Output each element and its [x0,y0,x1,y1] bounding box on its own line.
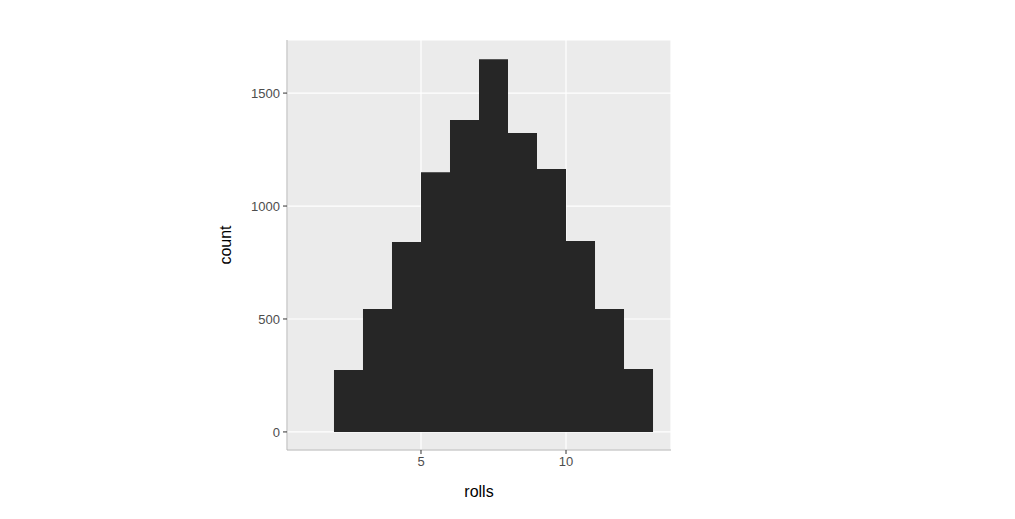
svg-text:1000: 1000 [251,199,280,214]
svg-text:5: 5 [417,454,424,469]
svg-text:10: 10 [559,454,573,469]
svg-text:1500: 1500 [251,86,280,101]
svg-text:0: 0 [273,425,280,440]
svg-text:rolls: rolls [464,483,493,500]
svg-text:500: 500 [258,312,280,327]
svg-text:count: count [217,225,234,265]
